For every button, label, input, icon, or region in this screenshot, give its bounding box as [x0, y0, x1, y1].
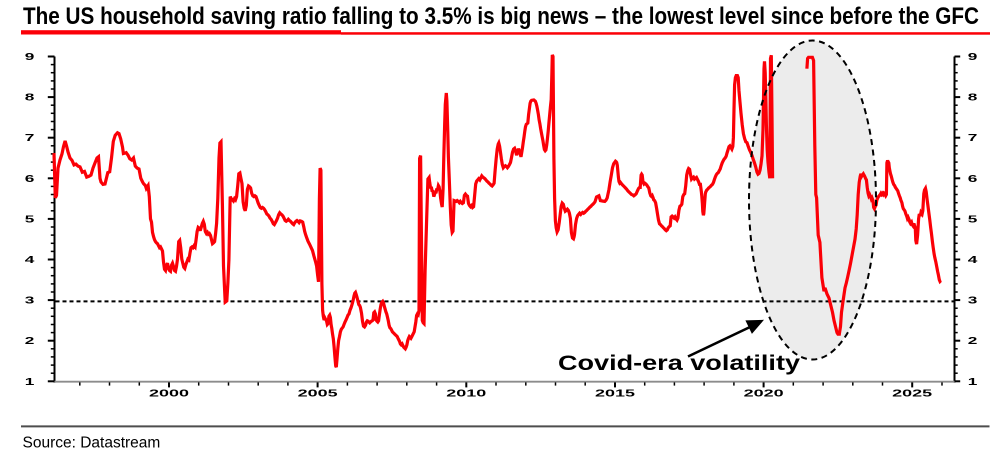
svg-text:1: 1 [25, 377, 35, 388]
svg-text:7: 7 [25, 133, 35, 144]
svg-text:9: 9 [25, 52, 35, 63]
svg-text:9: 9 [968, 52, 978, 63]
svg-text:2015: 2015 [595, 389, 636, 400]
svg-text:Covid-era volatility: Covid-era volatility [558, 352, 800, 375]
svg-text:Source: Datastream: Source: Datastream [23, 435, 161, 452]
svg-text:8: 8 [968, 93, 978, 104]
svg-text:7: 7 [968, 133, 978, 144]
svg-text:2005: 2005 [298, 389, 339, 400]
svg-text:2000: 2000 [149, 389, 190, 400]
svg-text:2: 2 [25, 336, 35, 347]
svg-text:5: 5 [968, 214, 978, 225]
svg-text:8: 8 [25, 93, 35, 104]
svg-text:3: 3 [968, 296, 978, 307]
svg-text:6: 6 [25, 174, 35, 185]
svg-text:2025: 2025 [892, 389, 933, 400]
svg-text:2020: 2020 [744, 389, 785, 400]
svg-text:4: 4 [25, 255, 35, 266]
svg-text:4: 4 [968, 255, 978, 266]
svg-text:2010: 2010 [446, 389, 487, 400]
svg-text:5: 5 [25, 214, 35, 225]
svg-text:2: 2 [968, 336, 978, 347]
svg-text:3: 3 [25, 296, 35, 307]
svg-text:The US household saving ratio: The US household saving ratio falling to… [23, 3, 979, 30]
svg-text:6: 6 [968, 174, 978, 185]
svg-text:1: 1 [968, 377, 978, 388]
